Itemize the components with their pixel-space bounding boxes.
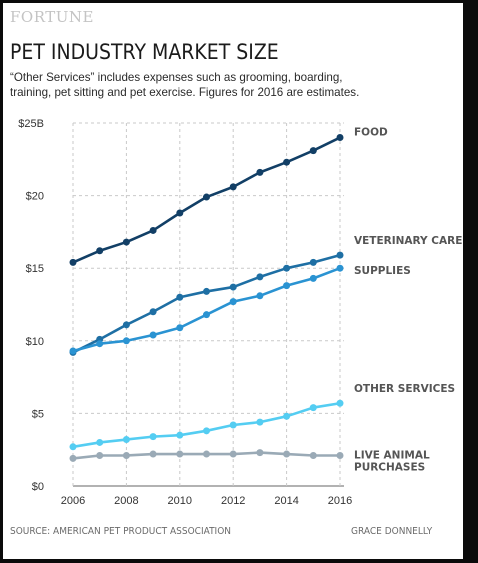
data-point — [149, 308, 157, 316]
data-point — [336, 264, 344, 272]
data-point — [203, 193, 210, 201]
x-tick-label: 2008 — [114, 495, 138, 507]
series-label: VETERINARY CARE — [354, 235, 462, 247]
data-point — [283, 450, 291, 458]
source-note: SOURCE: AMERICAN PET PRODUCT ASSOCIATION — [10, 526, 232, 537]
data-point — [122, 321, 130, 329]
data-point — [309, 147, 317, 155]
data-point — [69, 258, 77, 266]
data-point — [176, 324, 184, 332]
series-label: OTHER SERVICES — [354, 383, 455, 395]
data-point — [122, 436, 130, 444]
data-point — [176, 209, 184, 217]
y-tick-label: $5 — [32, 408, 44, 420]
series-label: FOOD — [354, 127, 388, 139]
data-point — [122, 238, 130, 246]
chart-title: PET INDUSTRY MARKET SIZE — [10, 40, 279, 64]
data-point — [256, 292, 264, 300]
chart-subtitle: “Other Services” includes expenses such … — [10, 71, 360, 99]
brand-logo: FORTUNE — [10, 8, 94, 26]
data-point — [283, 264, 291, 272]
data-point — [176, 450, 184, 458]
y-tick-label: $25B — [18, 118, 44, 130]
x-tick-label: 2012 — [221, 495, 245, 507]
data-point — [122, 452, 130, 460]
data-point — [256, 273, 264, 281]
data-point — [229, 183, 237, 191]
series-label: SUPPLIES — [354, 265, 411, 277]
data-point — [149, 331, 157, 339]
x-tick-label: 2006 — [61, 495, 85, 507]
data-point — [122, 337, 130, 345]
series-line — [72, 266, 341, 353]
data-point — [203, 311, 210, 319]
data-point — [256, 418, 264, 426]
data-point — [256, 168, 264, 176]
data-point — [69, 347, 77, 355]
data-point — [203, 427, 210, 435]
data-point — [69, 443, 77, 451]
data-point — [309, 452, 317, 460]
x-tick-label: 2010 — [168, 495, 192, 507]
data-point — [283, 158, 291, 166]
data-point — [69, 454, 77, 462]
series-label: LIVE ANIMAL PURCHASES — [354, 450, 430, 474]
data-point — [149, 226, 157, 234]
data-point — [149, 450, 157, 458]
data-point — [229, 298, 237, 306]
data-point — [283, 282, 291, 290]
data-point — [256, 449, 264, 457]
series-line — [72, 401, 341, 449]
data-point — [336, 452, 344, 460]
data-point — [309, 274, 317, 282]
data-point — [96, 452, 104, 460]
data-point — [229, 421, 237, 429]
data-point — [203, 287, 210, 295]
data-point — [176, 293, 184, 301]
data-point — [229, 450, 237, 458]
data-point — [336, 251, 344, 259]
series-line — [72, 253, 341, 354]
data-point — [309, 404, 317, 412]
y-tick-label: $20 — [26, 191, 44, 203]
data-point — [229, 283, 237, 291]
data-point — [283, 412, 291, 420]
data-point — [96, 438, 104, 446]
data-point — [96, 247, 104, 255]
data-point — [176, 431, 184, 439]
x-tick-label: 2014 — [274, 495, 298, 507]
data-point — [336, 134, 344, 142]
data-point — [336, 399, 344, 407]
data-point — [203, 450, 210, 458]
data-point — [96, 340, 104, 348]
data-point — [309, 258, 317, 266]
author-credit: GRACE DONNELLY — [351, 526, 433, 537]
x-tick-label: 2016 — [328, 495, 352, 507]
y-tick-label: $10 — [26, 336, 44, 348]
data-point — [149, 433, 157, 441]
y-tick-label: $15 — [26, 263, 44, 275]
y-tick-label: $0 — [32, 481, 44, 493]
